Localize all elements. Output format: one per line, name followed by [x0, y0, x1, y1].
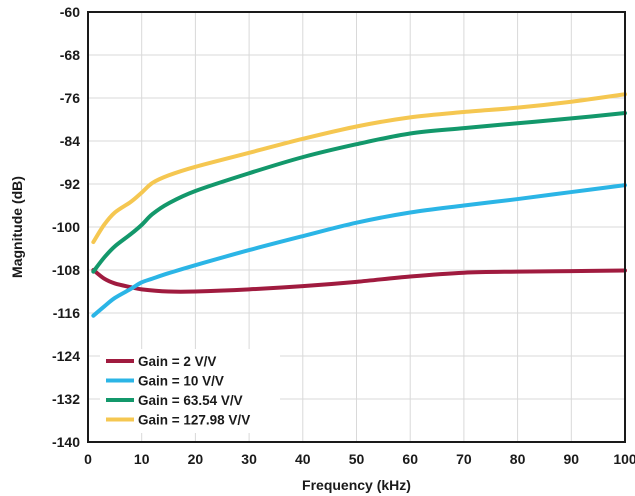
y-tick-label: -124	[52, 348, 80, 364]
x-tick-labels: 0 10 20 30 40 50 60 70 80 90 100	[84, 451, 635, 467]
y-tick-labels: -60 -68 -76 -84 -92 -100 -108 -116 -124 -132 -140	[52, 4, 80, 450]
y-tick-label: -92	[60, 176, 80, 192]
x-tick-label: 30	[241, 451, 257, 467]
y-tick-label: -108	[52, 262, 80, 278]
x-tick-label: 0	[84, 451, 92, 467]
legend-label-2: Gain = 10 V/V	[138, 374, 224, 389]
y-tick-label: -76	[60, 90, 80, 106]
x-tick-label: 100	[613, 451, 635, 467]
legend-label-4: Gain = 127.98 V/V	[138, 413, 250, 428]
x-tick-label: 70	[456, 451, 472, 467]
legend-label-1: Gain = 2 V/V	[138, 354, 216, 369]
y-tick-label: -100	[52, 219, 80, 235]
series-line-1	[91, 268, 627, 294]
x-tick-label: 20	[188, 451, 204, 467]
series-lines	[91, 92, 627, 318]
x-tick-label: 50	[349, 451, 365, 467]
x-tick-label: 40	[295, 451, 311, 467]
y-tick-label: -132	[52, 391, 80, 407]
x-tick-label: 90	[564, 451, 580, 467]
x-axis-title: Frequency (kHz)	[302, 477, 411, 493]
y-tick-label: -116	[53, 305, 80, 321]
series-line-3	[91, 111, 627, 274]
plot-frame	[87, 11, 626, 443]
x-tick-label: 10	[134, 451, 150, 467]
x-tick-label: 60	[402, 451, 418, 467]
y-axis-title: Magnitude (dB)	[9, 176, 25, 278]
y-tick-label: -60	[60, 4, 80, 20]
series-line-2	[91, 183, 627, 318]
legend: Gain = 2 V/V Gain = 10 V/V Gain = 63.54 V/…	[100, 349, 280, 433]
series-line-4	[91, 92, 627, 245]
grid-lines	[88, 12, 625, 442]
y-tick-label: -140	[52, 434, 80, 450]
x-tick-label: 80	[510, 451, 526, 467]
y-tick-label: -84	[60, 133, 80, 149]
y-tick-label: -68	[60, 47, 80, 63]
legend-label-3: Gain = 63.54 V/V	[138, 393, 243, 408]
